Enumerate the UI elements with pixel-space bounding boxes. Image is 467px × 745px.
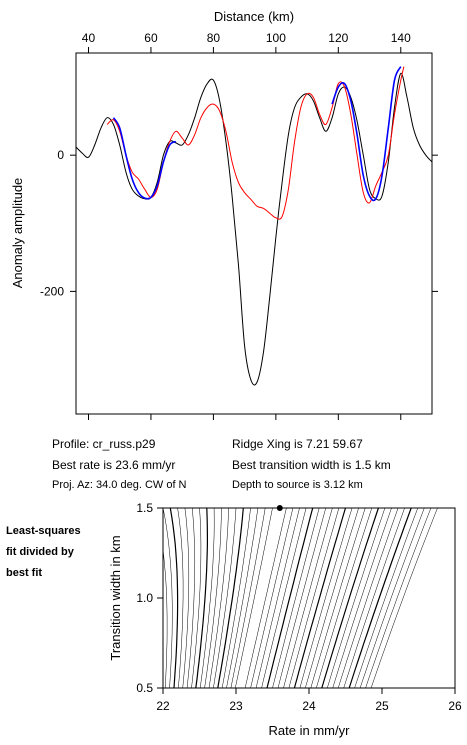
x-axis-title: Rate in mm/yr (269, 723, 351, 738)
contour-line (293, 508, 347, 688)
y-tick-group: 0 -200 (40, 148, 438, 298)
contour-line (316, 508, 373, 688)
contour-line (283, 508, 333, 688)
contour-line (191, 508, 202, 688)
contour-line (354, 508, 419, 688)
contour-lines (163, 508, 438, 688)
description-line: fit divided by (6, 546, 74, 558)
contour-line (213, 508, 237, 688)
contour-line (186, 508, 196, 688)
y-tick-label: 0 (57, 148, 64, 162)
y-tick-label: -200 (40, 284, 64, 298)
contour-line (208, 508, 229, 688)
contour-line (305, 508, 359, 688)
contour-line (199, 508, 215, 688)
description-line: best fit (6, 567, 43, 579)
contour-line (359, 508, 425, 688)
projection-azimuth-label: Proj. Az: 34.0 deg. CW of N (52, 479, 187, 491)
x-tick-label: 40 (82, 31, 96, 45)
contour-line (177, 508, 184, 688)
y-tick-group: 0.5 1.0 1.5 (136, 501, 163, 695)
contour-line (321, 508, 379, 688)
best-width-label: Best transition width is 1.5 km (232, 458, 391, 472)
fit-window-line (331, 66, 402, 202)
contour-line (365, 508, 432, 688)
profile-label: Profile: cr_russ.p29 (52, 437, 156, 451)
x-tick-label: 23 (229, 699, 243, 713)
best-fit-marker (276, 505, 283, 511)
y-tick-label: 1.5 (136, 501, 153, 515)
plot-frame (75, 52, 433, 415)
x-tick-group: 40 60 80 100 120 140 (82, 31, 411, 420)
contour-line (169, 508, 179, 688)
contour-line (337, 508, 399, 688)
contour-line (310, 508, 366, 688)
contour-line (370, 508, 438, 688)
contour-line (163, 508, 173, 688)
anomaly-profile-chart: Distance (km) 40 60 80 100 120 140 0 -200 Anom… (10, 9, 438, 420)
contour-line (299, 508, 353, 688)
contour-line (244, 508, 287, 688)
ridge-crossing-label: Ridge Xing is 7.21 59.67 (232, 437, 363, 451)
contour-line (204, 508, 222, 688)
x-axis-title: Distance (km) (214, 9, 294, 24)
contour-line (266, 508, 314, 688)
contour-line (226, 508, 259, 688)
contour-line (348, 508, 412, 688)
contour-line (255, 508, 300, 688)
y-axis-title: Transition width in km (108, 535, 123, 660)
x-tick-label: 22 (156, 699, 170, 713)
best-rate-label: Best rate is 23.6 mm/yr (52, 458, 176, 472)
contour-line (250, 508, 294, 688)
depth-label: Depth to source is 3.12 km (232, 479, 363, 491)
x-tick-label: 120 (328, 31, 348, 45)
x-tick-label: 100 (266, 31, 286, 45)
contour-line (343, 508, 405, 688)
contour-line (182, 508, 190, 688)
contour-description: Least-squares fit divided by best fit (6, 521, 106, 584)
x-tick-label: 60 (144, 31, 158, 45)
x-tick-label: 25 (375, 699, 389, 713)
contour-line (261, 508, 307, 688)
fit-window-line (112, 117, 177, 200)
x-tick-label: 140 (391, 31, 411, 45)
model-profile-line (106, 66, 405, 220)
x-tick-group: 22 23 24 25 26 (156, 688, 462, 713)
contour-line (230, 508, 266, 688)
contour-line (221, 508, 251, 688)
series-group (75, 66, 433, 386)
y-tick-label: 0.5 (136, 681, 153, 695)
y-tick-label: 1.0 (136, 591, 153, 605)
contour-line (327, 508, 386, 688)
x-tick-label: 26 (448, 699, 462, 713)
contour-line (277, 508, 327, 688)
contour-line (235, 508, 273, 688)
y-axis-title: Anomaly amplitude (10, 178, 25, 289)
contour-line (163, 547, 168, 688)
description-line: Least-squares (6, 525, 81, 537)
contour-line (217, 508, 244, 688)
x-tick-label: 24 (302, 699, 316, 713)
contour-line (272, 508, 320, 688)
contour-line (332, 508, 392, 688)
contour-line (288, 508, 340, 688)
x-tick-label: 80 (207, 31, 221, 45)
contour-line (195, 508, 208, 688)
